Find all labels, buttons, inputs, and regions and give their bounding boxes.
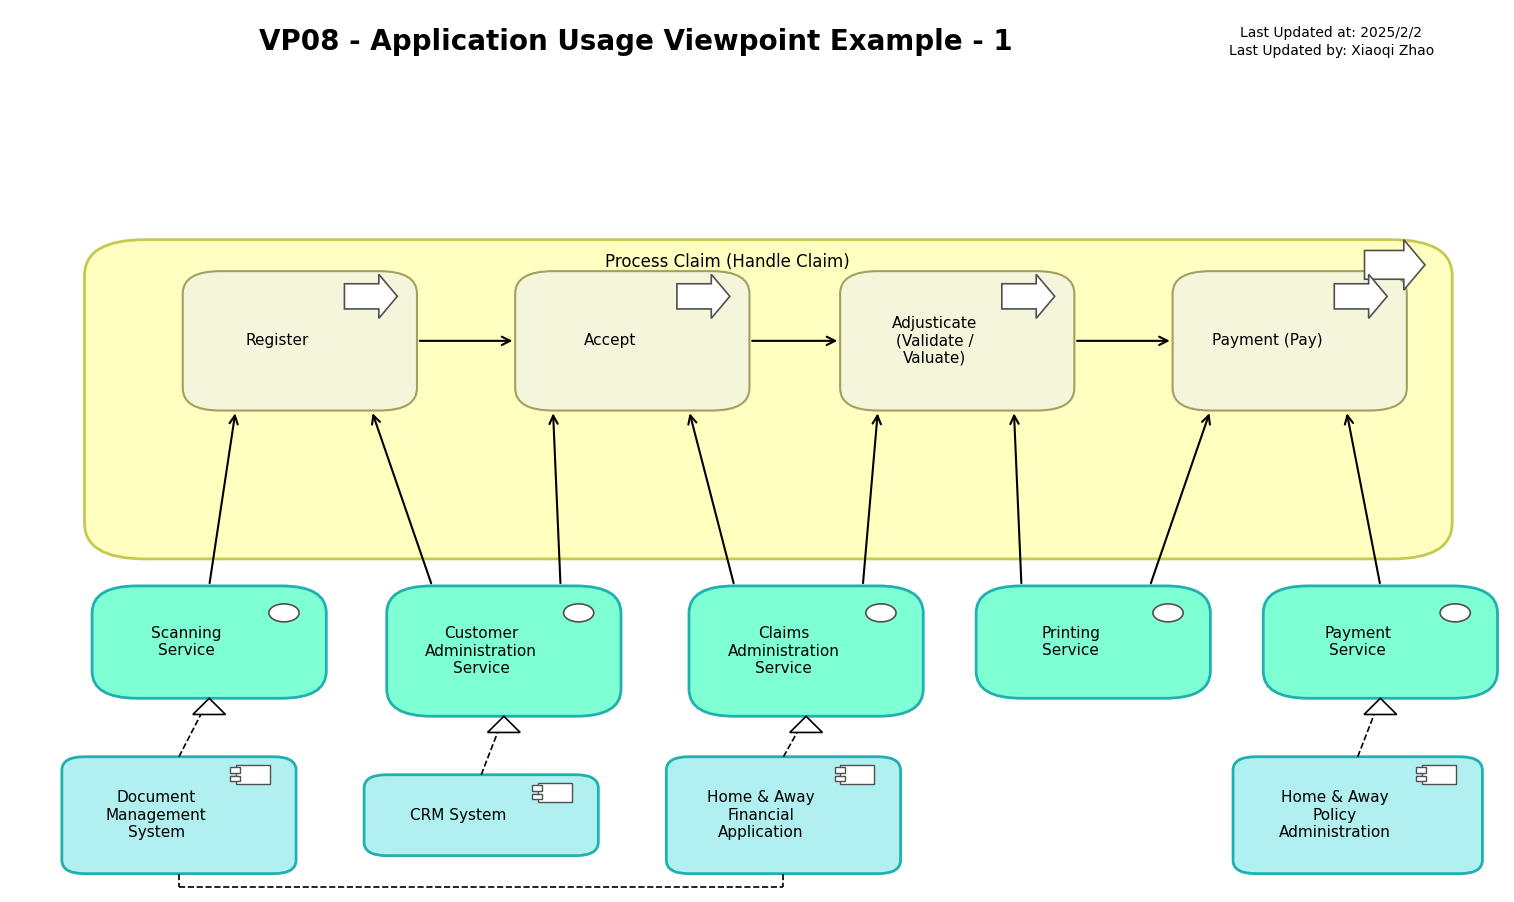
Polygon shape	[488, 716, 521, 732]
FancyBboxPatch shape	[1417, 768, 1426, 773]
Circle shape	[269, 603, 300, 621]
FancyBboxPatch shape	[537, 783, 572, 802]
Text: Printing
Service: Printing Service	[1042, 626, 1101, 658]
FancyBboxPatch shape	[230, 768, 241, 773]
Text: Accept: Accept	[583, 334, 636, 348]
FancyBboxPatch shape	[363, 775, 598, 856]
FancyBboxPatch shape	[85, 240, 1452, 559]
Text: VP08 - Application Usage Viewpoint Example - 1: VP08 - Application Usage Viewpoint Examp…	[259, 28, 1013, 56]
Polygon shape	[1002, 274, 1055, 318]
FancyBboxPatch shape	[236, 765, 269, 784]
Circle shape	[563, 603, 593, 621]
FancyBboxPatch shape	[1172, 272, 1407, 410]
FancyBboxPatch shape	[1422, 765, 1456, 784]
Text: Adjusticate
(Validate /
Valuate): Adjusticate (Validate / Valuate)	[892, 316, 977, 365]
FancyBboxPatch shape	[666, 757, 901, 874]
FancyBboxPatch shape	[1232, 757, 1482, 874]
Polygon shape	[1364, 240, 1425, 290]
FancyBboxPatch shape	[62, 757, 297, 874]
FancyBboxPatch shape	[840, 272, 1075, 410]
Text: Register: Register	[245, 334, 309, 348]
Text: Last Updated at: 2025/2/2: Last Updated at: 2025/2/2	[1240, 26, 1422, 40]
FancyBboxPatch shape	[977, 586, 1210, 698]
Circle shape	[1440, 603, 1470, 621]
FancyBboxPatch shape	[834, 776, 845, 781]
Polygon shape	[192, 698, 226, 714]
Text: CRM System: CRM System	[410, 807, 507, 823]
FancyBboxPatch shape	[183, 272, 416, 410]
FancyBboxPatch shape	[230, 776, 241, 781]
Text: Process Claim (Handle Claim): Process Claim (Handle Claim)	[606, 253, 849, 272]
FancyBboxPatch shape	[533, 786, 542, 791]
Text: Payment (Pay): Payment (Pay)	[1211, 334, 1322, 348]
FancyBboxPatch shape	[515, 272, 749, 410]
Text: Payment
Service: Payment Service	[1325, 626, 1391, 658]
Polygon shape	[790, 716, 822, 732]
Circle shape	[866, 603, 896, 621]
Text: Scanning
Service: Scanning Service	[151, 626, 221, 658]
Text: Customer
Administration
Service: Customer Administration Service	[425, 626, 537, 676]
Circle shape	[1154, 603, 1182, 621]
Polygon shape	[1334, 274, 1387, 318]
Polygon shape	[1364, 698, 1397, 714]
Text: Home & Away
Financial
Application: Home & Away Financial Application	[707, 790, 815, 840]
FancyBboxPatch shape	[689, 586, 924, 716]
FancyBboxPatch shape	[840, 765, 874, 784]
FancyBboxPatch shape	[834, 768, 845, 773]
Polygon shape	[677, 274, 730, 318]
Polygon shape	[345, 274, 397, 318]
FancyBboxPatch shape	[533, 794, 542, 799]
Text: Last Updated by: Xiaoqi Zhao: Last Updated by: Xiaoqi Zhao	[1229, 44, 1434, 58]
FancyBboxPatch shape	[92, 586, 327, 698]
FancyBboxPatch shape	[1263, 586, 1497, 698]
FancyBboxPatch shape	[386, 586, 621, 716]
FancyBboxPatch shape	[1417, 776, 1426, 781]
Text: Home & Away
Policy
Administration: Home & Away Policy Administration	[1279, 790, 1391, 840]
Text: Document
Management
System: Document Management System	[106, 790, 207, 840]
Text: Claims
Administration
Service: Claims Administration Service	[728, 626, 839, 676]
